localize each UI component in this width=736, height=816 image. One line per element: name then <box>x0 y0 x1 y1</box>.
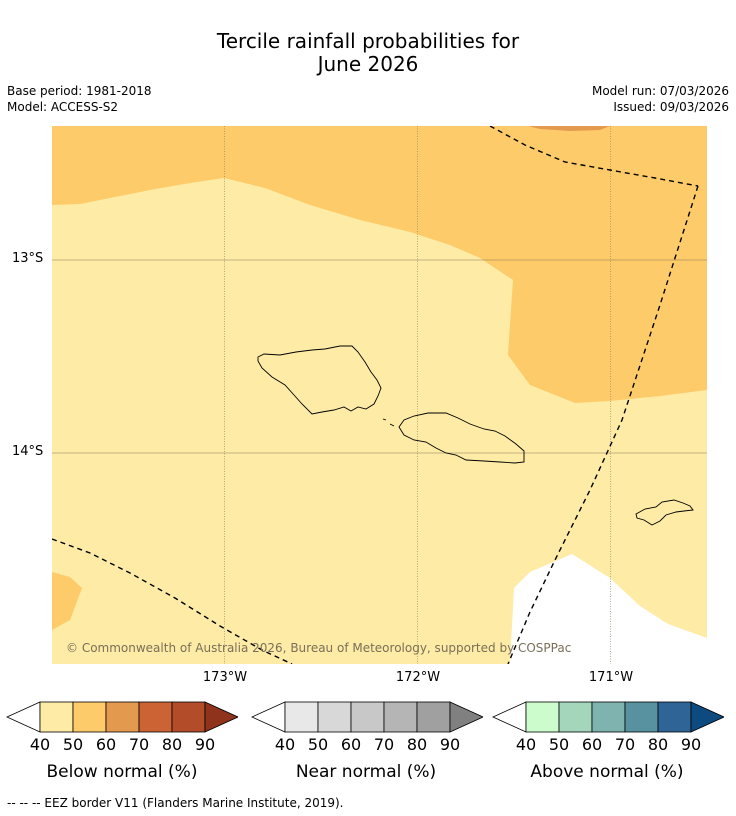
colorbar-tick-label: 90 <box>194 735 216 754</box>
colorbar-tick-label: 80 <box>647 735 669 754</box>
model-run-text: Model run: 07/03/2026 <box>591 84 729 98</box>
eez-border <box>52 126 699 664</box>
colorbar-tick-label: 50 <box>307 735 329 754</box>
coastlines <box>257 345 694 526</box>
lat-label-13s: 13°S <box>12 251 44 266</box>
colorbar-segment <box>350 701 385 733</box>
manono-apolima-islets <box>382 418 395 427</box>
colorbar-tick-label: 50 <box>62 735 84 754</box>
colorbar-under-triangle <box>251 701 286 733</box>
map-title-line-2: June 2026 <box>317 52 419 76</box>
colorbar-above-normal <box>492 701 724 733</box>
colorbar-segment <box>416 701 451 733</box>
colorbar-segment <box>284 701 319 733</box>
map-gridlines <box>52 126 707 664</box>
upolu-island <box>398 412 525 464</box>
colorbar-title-below: Below normal (%) <box>46 762 198 782</box>
colorbar-segment <box>558 701 593 733</box>
colorbar-segment <box>591 701 626 733</box>
colorbar-tick-label: 60 <box>581 735 603 754</box>
base-period-text: Base period: 1981-2018 <box>7 84 152 98</box>
lon-label-173w: 173°W <box>202 670 248 685</box>
colorbar-tick-label: 90 <box>680 735 702 754</box>
colorbar-segment <box>39 701 74 733</box>
savaii-island <box>257 345 382 415</box>
lon-label-171w: 171°W <box>588 670 634 685</box>
colorbar-tick-label: 70 <box>614 735 636 754</box>
issued-text: Issued: 09/03/2026 <box>613 100 729 114</box>
colorbar-tick-label: 60 <box>340 735 362 754</box>
colorbar-tick-label: 50 <box>548 735 570 754</box>
colorbar-under-triangle <box>492 701 527 733</box>
map-title-line-1: Tercile rainfall probabilities for <box>216 29 520 53</box>
copyright-notice: © Commonwealth of Australia 2026, Bureau… <box>66 641 572 655</box>
colorbar-tick-label: 60 <box>95 735 117 754</box>
model-text: Model: ACCESS-S2 <box>7 100 119 114</box>
eez-border-north <box>489 126 699 187</box>
lon-label-172w: 172°W <box>395 670 441 685</box>
lat-label-14s: 14°S <box>12 444 44 459</box>
colorbar-title-near: Near normal (%) <box>295 762 437 782</box>
colorbar-tick-label: 40 <box>274 735 296 754</box>
colorbar-tick-label: 80 <box>406 735 428 754</box>
colorbar-near-normal <box>251 701 483 733</box>
colorbar-segment <box>105 701 140 733</box>
tutuila-island <box>635 499 694 526</box>
eez-footer-note: -- -- -- EEZ border V11 (Flanders Marine… <box>7 796 344 810</box>
map-title: Tercile rainfall probabilities for June … <box>0 30 736 76</box>
colorbar-over-triangle <box>204 701 238 733</box>
eez-border-southwest <box>52 538 293 664</box>
colorbar-segment <box>317 701 352 733</box>
colorbar-below-normal <box>6 701 238 733</box>
map-zone-70 <box>528 126 610 131</box>
colorbar-title-above: Above normal (%) <box>530 762 684 782</box>
colorbar-segment <box>383 701 418 733</box>
colorbar-over-triangle <box>690 701 724 733</box>
colorbar-segment <box>657 701 692 733</box>
map-zone-50 <box>52 178 707 664</box>
colorbar-tick-label: 80 <box>161 735 183 754</box>
colorbar-segment <box>72 701 107 733</box>
colorbar-tick-label: 40 <box>515 735 537 754</box>
colorbar-segment <box>171 701 206 733</box>
meta-right: Model run: 07/03/2026 Issued: 09/03/2026 <box>592 83 729 115</box>
colorbar-tick-label: 70 <box>373 735 395 754</box>
meta-left: Base period: 1981-2018 Model: ACCESS-S2 <box>7 83 152 115</box>
colorbar-segment <box>624 701 659 733</box>
colorbar-segment <box>525 701 560 733</box>
colorbar-under-triangle <box>6 701 41 733</box>
map-zone-white <box>510 554 707 664</box>
colorbar-tick-label: 40 <box>29 735 51 754</box>
colorbar-tick-label: 90 <box>439 735 461 754</box>
colorbar-tick-label: 70 <box>128 735 150 754</box>
colorbar-over-triangle <box>449 701 483 733</box>
colorbar-segment <box>138 701 173 733</box>
